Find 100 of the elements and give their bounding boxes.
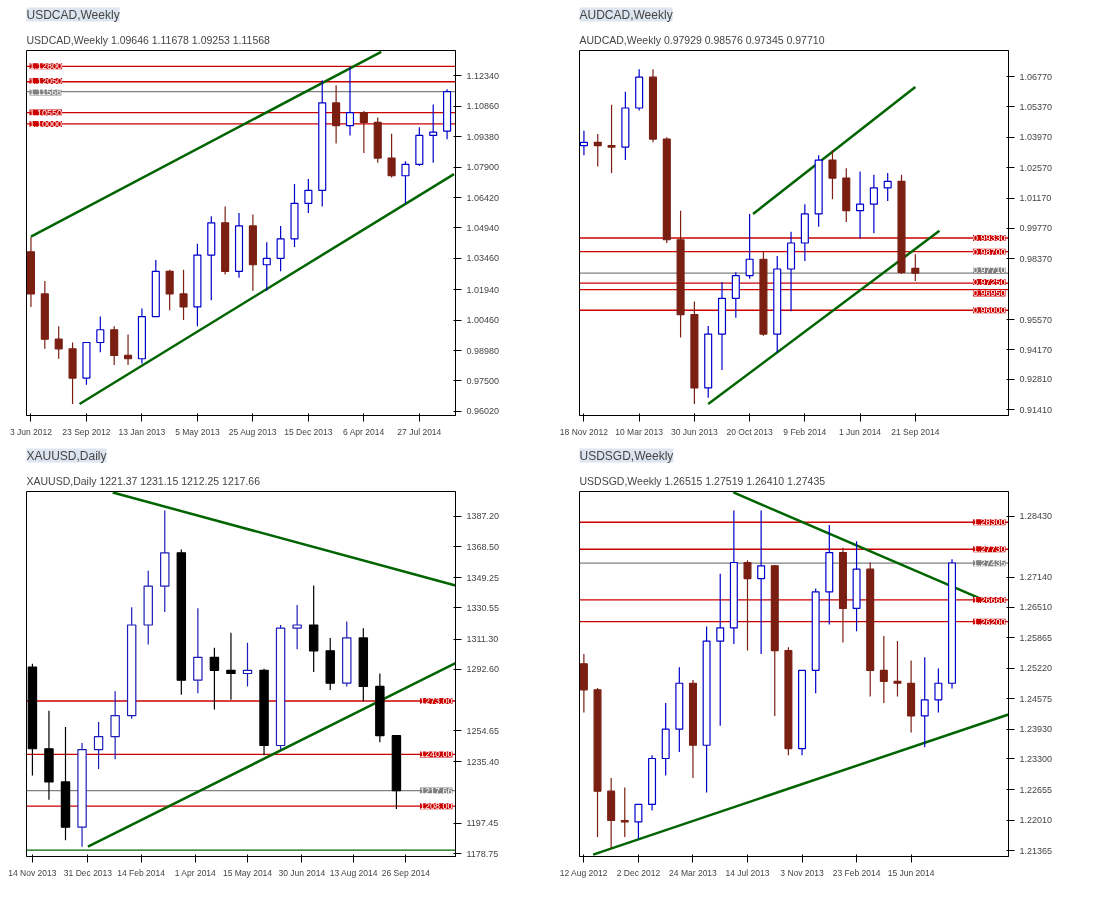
ref-line-label: 1.10000 bbox=[29, 119, 63, 130]
ref-line-label: 1.26660 bbox=[972, 594, 1006, 605]
ref-line-label: 1273.00 bbox=[419, 696, 453, 707]
x-tick-label: 2 Dec 2012 bbox=[616, 867, 661, 878]
candlestick bbox=[226, 632, 236, 701]
ref-line-label: 1217.66 bbox=[419, 785, 453, 796]
x-tick-label: 31 Dec 2013 bbox=[63, 867, 113, 878]
candlestick bbox=[856, 170, 865, 239]
candlestick bbox=[593, 133, 602, 168]
y-tick-label: 0.99770 bbox=[1019, 223, 1053, 234]
candlestick bbox=[911, 253, 920, 282]
y-tick-label: 1.03970 bbox=[1019, 132, 1053, 143]
y-tick-label: 1.07900 bbox=[466, 162, 500, 173]
chart-title: XAUUSD,Daily bbox=[26, 448, 107, 463]
x-tick-label: 20 Oct 2013 bbox=[726, 426, 774, 437]
x-tick-label: 13 Jan 2013 bbox=[118, 426, 166, 437]
y-tick-label: 1311.30 bbox=[466, 634, 499, 645]
candlestick bbox=[345, 66, 355, 137]
y-tick-label: 1254.65 bbox=[466, 725, 500, 736]
ref-line-label: 1.12050 bbox=[29, 75, 63, 86]
candlestick bbox=[96, 315, 105, 353]
y-tick-label: 1.00460 bbox=[466, 315, 500, 326]
x-tick-label: 23 Feb 2014 bbox=[832, 867, 881, 878]
ref-line-label: 1.27730 bbox=[972, 544, 1006, 555]
x-tick-label: 30 Jun 2014 bbox=[278, 867, 326, 878]
chart-title: USDCAD,Weekly bbox=[26, 7, 120, 22]
y-tick-label: 1.22655 bbox=[1019, 784, 1053, 795]
y-tick-label: 1.22010 bbox=[1019, 815, 1053, 826]
y-tick-label: 1.28430 bbox=[1019, 511, 1053, 522]
x-tick-label: 12 Aug 2012 bbox=[559, 867, 608, 878]
candlestick bbox=[93, 721, 104, 770]
y-tick-label: 1.25220 bbox=[1019, 663, 1053, 674]
candlestick bbox=[193, 607, 203, 694]
candlestick bbox=[165, 269, 174, 311]
x-tick-label: 15 Jun 2014 bbox=[887, 867, 935, 878]
chart-subtitle: USDCAD,Weekly 1.09646 1.11678 1.09253 1.11568 bbox=[26, 33, 271, 46]
x-tick-label: 6 Apr 2014 bbox=[343, 426, 385, 437]
y-tick-label: 1.23300 bbox=[1019, 753, 1053, 764]
x-tick-label: 18 Nov 2012 bbox=[559, 426, 609, 437]
y-tick-label: 1235.40 bbox=[466, 756, 500, 767]
candlestick bbox=[276, 225, 285, 272]
y-tick-label: 0.92810 bbox=[1019, 374, 1053, 385]
y-tick-label: 1.24575 bbox=[1019, 693, 1053, 704]
y-tick-label: 1.23930 bbox=[1019, 724, 1053, 735]
candlestick bbox=[110, 690, 120, 760]
ref-line-label: 1.26200 bbox=[972, 616, 1006, 627]
candlestick bbox=[429, 103, 438, 164]
candlestick bbox=[579, 130, 588, 156]
y-tick-label: 1.26510 bbox=[1019, 602, 1053, 613]
y-tick-label: 1.04940 bbox=[466, 222, 500, 233]
x-tick-label: 23 Sep 2012 bbox=[62, 426, 111, 437]
y-tick-label: 1.02570 bbox=[1019, 162, 1053, 173]
x-tick-label: 3 Jun 2012 bbox=[9, 426, 53, 437]
y-tick-label: 1.09380 bbox=[466, 131, 500, 142]
y-tick-label: 1197.45 bbox=[466, 818, 499, 829]
candlestick bbox=[123, 333, 133, 366]
x-tick-label: 3 Nov 2013 bbox=[780, 867, 825, 878]
x-tick-label: 13 Aug 2014 bbox=[329, 867, 378, 878]
chart-subtitle: XAUUSD,Daily 1221.37 1231.15 1212.25 1217.66 bbox=[26, 474, 261, 487]
candlestick bbox=[304, 178, 313, 214]
ref-line-label: 0.98700 bbox=[972, 246, 1006, 257]
x-tick-label: 24 Mar 2013 bbox=[669, 867, 718, 878]
y-tick-label: 1.06420 bbox=[466, 192, 500, 203]
candlestick bbox=[745, 213, 754, 280]
x-tick-label: 1 Jun 2014 bbox=[839, 426, 882, 437]
ref-line-label: 0.97710 bbox=[972, 265, 1006, 276]
ref-line-label: 1208.00 bbox=[419, 801, 453, 812]
y-tick-label: 1387.20 bbox=[466, 511, 500, 522]
y-tick-label: 0.96020 bbox=[466, 406, 500, 417]
y-tick-label: 1292.60 bbox=[466, 664, 500, 675]
x-tick-label: 14 Jul 2013 bbox=[725, 867, 770, 878]
x-tick-label: 27 Jul 2014 bbox=[397, 426, 442, 437]
x-tick-label: 9 Feb 2014 bbox=[783, 426, 827, 437]
y-tick-label: 1368.50 bbox=[466, 541, 500, 552]
chart-subtitle: USDSGD,Weekly 1.26515 1.27519 1.26410 1.27435 bbox=[579, 474, 826, 487]
candlestick bbox=[387, 133, 396, 178]
y-tick-label: 1349.25 bbox=[466, 572, 500, 583]
y-tick-label: 1.05370 bbox=[1019, 101, 1053, 112]
candlestick bbox=[634, 803, 643, 840]
y-tick-label: 1.21365 bbox=[1019, 845, 1053, 856]
candlestick bbox=[920, 656, 929, 748]
ref-line-label: 1240.00 bbox=[419, 749, 453, 760]
candlestick bbox=[620, 786, 629, 838]
chart-subtitle: AUDCAD,Weekly 0.97929 0.98576 0.97345 0.97710 bbox=[579, 33, 825, 46]
x-tick-label: 25 Aug 2013 bbox=[228, 426, 277, 437]
ref-line-label: 1.28300 bbox=[972, 517, 1006, 528]
candlestick bbox=[209, 647, 220, 711]
candlestick bbox=[731, 271, 740, 319]
y-tick-label: 1.27140 bbox=[1019, 572, 1053, 583]
ref-line-label: 1.27435 bbox=[972, 558, 1006, 569]
candlestick bbox=[757, 509, 766, 655]
x-tick-label: 15 Dec 2013 bbox=[284, 426, 333, 437]
candlestick bbox=[54, 325, 63, 360]
candlestick bbox=[359, 110, 368, 154]
y-tick-label: 0.91410 bbox=[1019, 404, 1053, 415]
x-tick-label: 14 Nov 2013 bbox=[8, 867, 57, 878]
chart-title: AUDCAD,Weekly bbox=[579, 7, 673, 22]
candlestick bbox=[869, 174, 878, 234]
ref-line-label: 0.96950 bbox=[972, 288, 1006, 299]
ref-line-label: 1.11568 bbox=[29, 87, 62, 98]
